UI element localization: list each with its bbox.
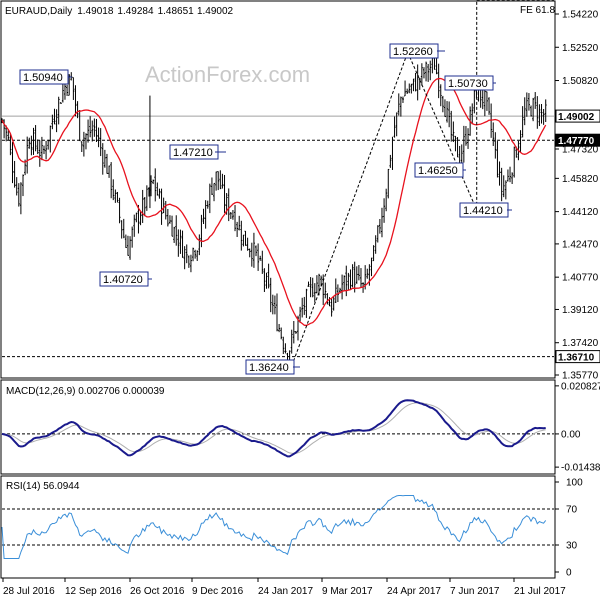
price-tick-label: 1.47320 xyxy=(562,145,599,156)
fib-label: FE 61.8 xyxy=(520,5,555,16)
date-tick-label: 9 Mar 2017 xyxy=(322,586,373,597)
macd-signal-line xyxy=(1,402,546,454)
price-callout-label: 1.40720 xyxy=(103,274,143,286)
date-tick-label: 9 Dec 2016 xyxy=(192,586,244,597)
price-tick-label: 1.45820 xyxy=(562,174,599,185)
price-callout: 1.44210 xyxy=(459,202,512,218)
rsi-tick-label: 30 xyxy=(566,541,578,552)
candlestick-series xyxy=(1,46,547,371)
rsi-pane xyxy=(0,475,556,579)
price-tick-label: 1.44120 xyxy=(562,207,599,218)
zigzag-lines xyxy=(291,0,478,366)
price-callout: 1.47210 xyxy=(169,144,226,160)
price-tick-label: 1.40770 xyxy=(562,273,599,284)
price-callout-label: 1.52260 xyxy=(393,46,433,58)
price-axis-badge: 1.36710 xyxy=(555,350,600,364)
ohlc-high: 1.49284 xyxy=(117,6,154,17)
date-tick-label: 24 Jan 2017 xyxy=(258,586,313,597)
price-callout: 1.40720 xyxy=(99,271,152,287)
price-annotations: 1.50940 1.47210 1.40720 1.36240 1.52260 1.507… xyxy=(19,43,512,375)
macd-tick-label: -0.014386 xyxy=(561,463,600,474)
macd-line xyxy=(1,399,546,458)
price-callout-label: 1.47210 xyxy=(173,147,213,159)
rsi-line xyxy=(1,495,547,559)
price-tick-label: 1.50820 xyxy=(562,76,599,87)
price-tick-label: 1.37420 xyxy=(562,338,599,349)
price-callout: 1.50940 xyxy=(19,69,72,85)
price-axis-badge: 1.49002 xyxy=(555,109,600,123)
price-pane xyxy=(0,0,556,379)
price-tick-label: 1.35770 xyxy=(562,371,599,382)
price-tick-label: 1.39120 xyxy=(562,305,599,316)
moving-average-path xyxy=(1,77,547,327)
macd-indicator: 0.020827 0.00 -0.014386 xyxy=(1,381,600,474)
date-tick-label: 24 Apr 2017 xyxy=(387,586,441,597)
ohlc-close: 1.49002 xyxy=(197,6,234,17)
date-axis: 28 Jul 2016 12 Sep 2016 26 Oct 2016 9 Dec 2… xyxy=(2,578,566,597)
price-callout: 1.50730 xyxy=(444,75,496,91)
price-callout-label: 1.46250 xyxy=(418,165,458,177)
price-level-lines xyxy=(2,0,554,358)
price-axis-badge-label: 1.49002 xyxy=(558,112,595,123)
zigzag-segment xyxy=(291,52,409,366)
watermark: ActionForex.com xyxy=(145,62,310,87)
zigzag-segment xyxy=(407,52,478,211)
date-tick-label: 28 Jul 2016 xyxy=(3,586,55,597)
macd-title: MACD(12,26,9) 0.002706 0.000039 xyxy=(6,386,165,397)
price-tick-label: 1.42470 xyxy=(562,239,599,250)
ohlc-open: 1.49018 xyxy=(77,6,114,17)
price-callout-label: 1.50940 xyxy=(23,72,63,84)
price-callout-label: 1.50730 xyxy=(448,78,488,90)
macd-tick-label: 0.00 xyxy=(561,429,581,440)
ohlc-low: 1.48651 xyxy=(158,6,195,17)
price-callout-label: 1.44210 xyxy=(463,205,503,217)
chart-title: EURAUD,Daily 1.49018 1.49284 1.48651 1.49002 xyxy=(5,6,234,17)
price-callout: 1.46250 xyxy=(414,162,466,178)
rsi-tick-label: 70 xyxy=(566,505,578,516)
price-axis-badge: 1.47770 xyxy=(555,133,600,147)
price-callout: 1.52260 xyxy=(389,43,445,59)
price-axis-badge-label: 1.36710 xyxy=(558,353,595,364)
price-axis: 1.542201.525201.508201.491201.473201.458… xyxy=(555,10,600,382)
price-axis-badge-label: 1.47770 xyxy=(558,136,595,147)
rsi-indicator: 100 70 30 0 xyxy=(1,478,583,579)
price-tick-label: 1.54220 xyxy=(562,10,599,21)
price-tick-label: 1.52520 xyxy=(562,43,599,54)
moving-average-line xyxy=(1,77,547,327)
rsi-tick-label: 0 xyxy=(566,568,572,579)
date-tick-label: 26 Oct 2016 xyxy=(130,586,185,597)
date-tick-label: 7 Jun 2017 xyxy=(450,586,500,597)
price-callout-label: 1.36240 xyxy=(249,362,289,374)
macd-tick-label: 0.020827 xyxy=(561,381,600,392)
timeframe-label: Daily xyxy=(50,6,72,17)
macd-pane xyxy=(0,379,556,475)
date-tick-label: 21 Jul 2017 xyxy=(514,586,566,597)
rsi-title: RSI(14) 56.0944 xyxy=(6,481,80,492)
rsi-tick-label: 100 xyxy=(566,478,583,489)
symbol-label: EURAUD xyxy=(5,6,47,17)
price-callout: 1.36240 xyxy=(245,359,300,375)
date-tick-label: 12 Sep 2016 xyxy=(65,586,122,597)
